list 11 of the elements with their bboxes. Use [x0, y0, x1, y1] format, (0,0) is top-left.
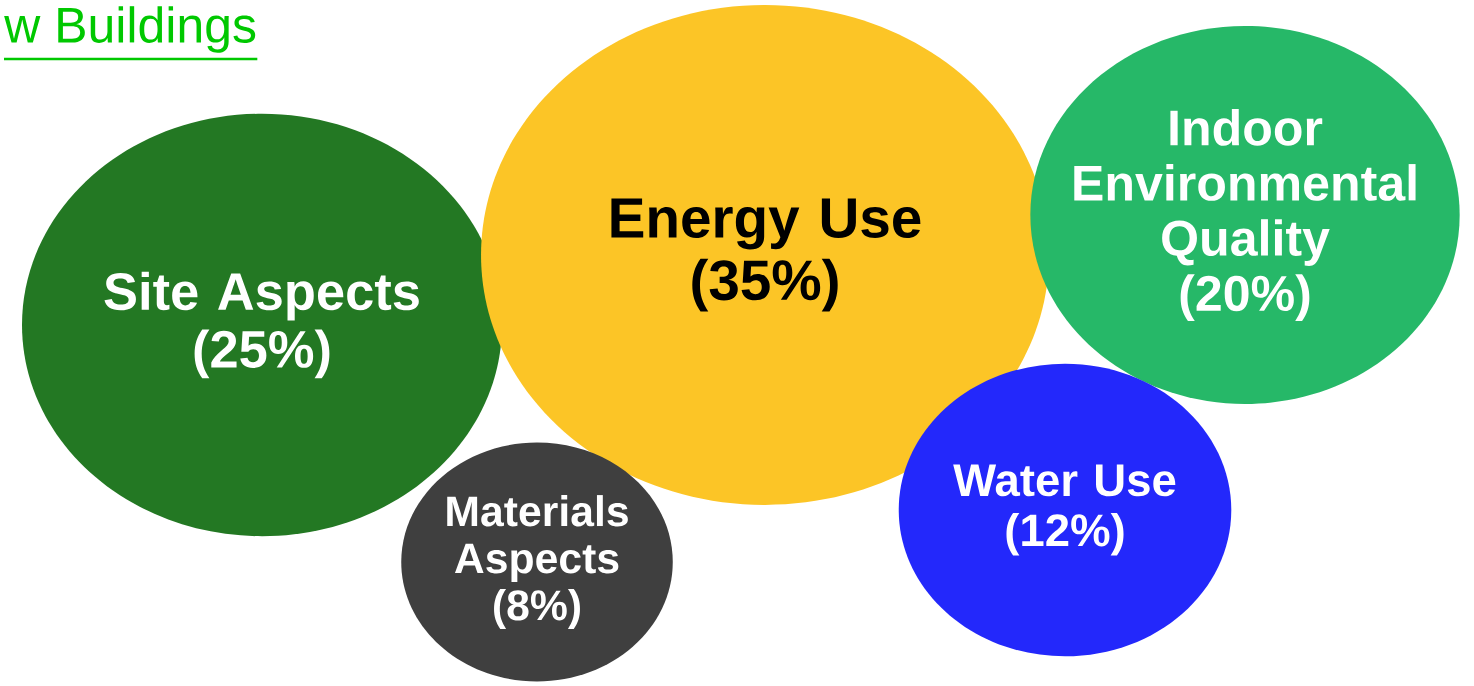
data-label: (8%) — [494, 589, 580, 629]
text: w Buildings — [4, 6, 256, 53]
category-label: Energy Use — [611, 198, 921, 250]
data-label: (35%) — [692, 258, 838, 312]
data-label: (20%) — [1180, 274, 1310, 322]
category-label: Water Use — [953, 464, 1176, 497]
data-label: (25%) — [194, 329, 330, 379]
category-label: Site Aspects — [104, 271, 419, 321]
category-label: Indoor Environmental Quality — [1074, 108, 1416, 266]
data-label: (12%) — [1006, 512, 1124, 556]
category-label: Materials Aspects — [447, 495, 628, 582]
